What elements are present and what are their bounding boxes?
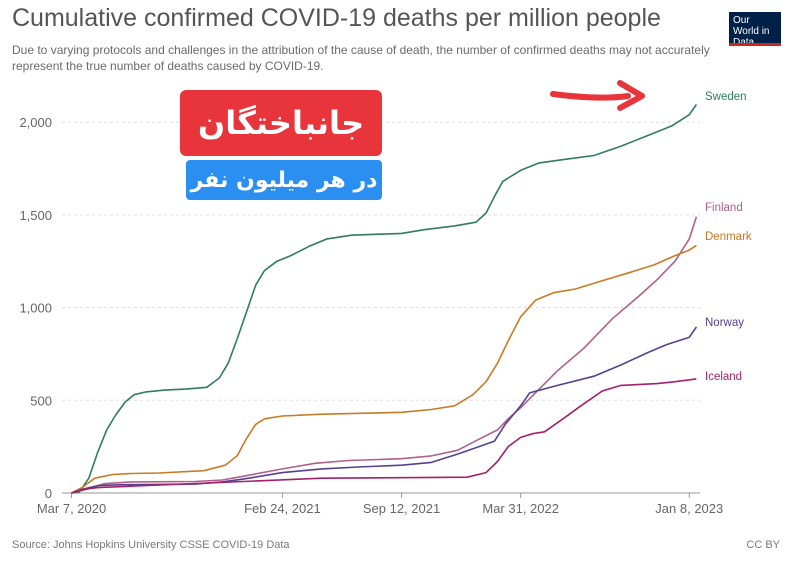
y-tick-label: 1,500 bbox=[19, 208, 52, 223]
chart-subtitle: Due to varying protocols and challenges … bbox=[12, 43, 710, 73]
series-line-denmark bbox=[71, 244, 697, 494]
y-tick-label: 2,000 bbox=[19, 115, 52, 130]
series-line-finland bbox=[71, 216, 698, 494]
persian-title-badge: جانباختگان bbox=[180, 90, 382, 156]
series-label-denmark: Denmark bbox=[705, 231, 752, 243]
red-arrow-head bbox=[617, 80, 645, 111]
chart-title: Cumulative confirmed COVID-19 deaths per… bbox=[12, 4, 661, 32]
series-label-norway: Norway bbox=[705, 317, 744, 329]
series-line-sweden bbox=[71, 104, 698, 494]
y-tick-label: 0 bbox=[45, 486, 52, 501]
persian-subtitle-badge: در هر میلیون نفر bbox=[186, 160, 382, 200]
source-note[interactable]: Source: Johns Hopkins University CSSE CO… bbox=[12, 539, 290, 551]
series-line-iceland bbox=[71, 378, 697, 494]
line-chart: 0 500 1,000 1,500 2,000 Mar 7, 2020 Feb 24, 20… bbox=[19, 80, 752, 516]
arrow-annotation bbox=[550, 80, 645, 111]
x-tick-label: Mar 31, 2022 bbox=[482, 501, 559, 516]
red-arrow-shaft bbox=[550, 91, 631, 101]
series-label-finland: Finland bbox=[705, 202, 743, 214]
license-link[interactable]: CC BY bbox=[746, 539, 780, 551]
owid-logo[interactable]: Our World in Data bbox=[729, 12, 781, 48]
y-tick-label: 500 bbox=[30, 393, 52, 408]
axes: 0 500 1,000 1,500 2,000 Mar 7, 2020 Feb 24, 20… bbox=[19, 115, 723, 516]
series-lines bbox=[71, 104, 698, 494]
series-label-iceland: Iceland bbox=[705, 371, 742, 383]
series-line-norway bbox=[71, 326, 698, 494]
x-tick-label: Feb 24, 2021 bbox=[244, 501, 321, 516]
x-tick-label: Mar 7, 2020 bbox=[37, 501, 106, 516]
x-tick-label: Sep 12, 2021 bbox=[363, 501, 440, 516]
series-labels: Sweden Finland Denmark Norway Iceland bbox=[705, 91, 752, 383]
series-label-sweden: Sweden bbox=[705, 91, 747, 103]
y-tick-label: 1,000 bbox=[19, 301, 52, 316]
x-tick-label: Jan 8, 2023 bbox=[655, 501, 723, 516]
